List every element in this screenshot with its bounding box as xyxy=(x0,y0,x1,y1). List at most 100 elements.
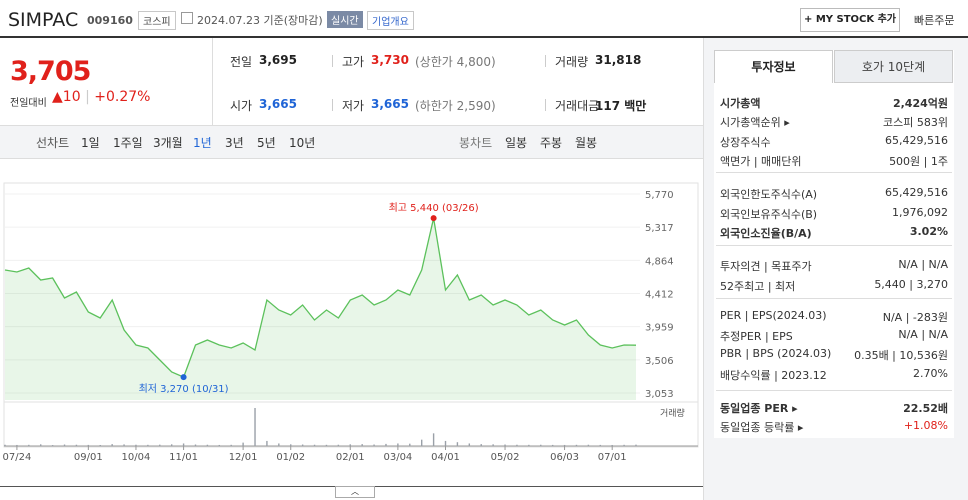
invest-value: N/A | N/A xyxy=(898,328,948,341)
group-divider xyxy=(716,172,952,173)
x-tick-label: 05/02 xyxy=(491,452,520,463)
volume-bar xyxy=(599,444,601,446)
volume-bar xyxy=(587,444,590,446)
quote-value: 3,665 xyxy=(259,97,297,111)
invest-label: PER | EPS(2024.03) xyxy=(720,309,827,322)
price: 3,705 xyxy=(10,56,91,87)
y-tick-label: 4,864 xyxy=(645,256,674,267)
invest-value: N/A | -283원 xyxy=(882,311,948,324)
invest-value: 1,976,092 xyxy=(892,206,948,219)
invest-label: 시가총액 xyxy=(720,97,761,110)
x-tick-label: 09/01 xyxy=(74,452,103,463)
volume-bar xyxy=(528,444,530,446)
x-tick-label: 02/01 xyxy=(336,452,365,463)
x-tick-label: 07/01 xyxy=(598,452,627,463)
volume-bar xyxy=(504,444,506,446)
invest-label: 투자의견 | 목표주가 xyxy=(720,260,812,273)
quote-value: 3,730 xyxy=(371,53,409,67)
overview-dropdown[interactable]: 기업개요 xyxy=(367,11,414,30)
invest-label: 액면가 | 매매단위 xyxy=(720,155,802,168)
change-value: 10 xyxy=(62,89,81,105)
invest-label: 52주최고 | 최저 xyxy=(720,280,796,293)
volume-bar xyxy=(147,444,149,446)
quote-label: 시가 xyxy=(230,99,253,113)
x-tick-label: 10/04 xyxy=(122,452,151,463)
x-tick-label: 06/03 xyxy=(550,452,579,463)
invest-value: 65,429,516 xyxy=(885,134,948,147)
price-area xyxy=(5,218,636,400)
divider xyxy=(545,99,546,111)
period-option[interactable]: 1일 xyxy=(81,136,100,150)
x-tick-label: 01/02 xyxy=(276,452,305,463)
y-tick-label: 3,506 xyxy=(645,356,674,367)
divider xyxy=(332,99,333,111)
volume-bar xyxy=(516,444,518,446)
candle-option[interactable]: 주봉 xyxy=(540,136,563,150)
period-option[interactable]: 1주일 xyxy=(113,136,143,150)
volume-bar xyxy=(409,443,411,446)
collapse-button[interactable]: ︿ xyxy=(335,486,375,498)
group-divider xyxy=(716,390,952,391)
volume-bar xyxy=(4,444,6,446)
max-point xyxy=(430,215,437,222)
period-option[interactable]: 3년 xyxy=(225,136,244,150)
candle-option[interactable]: 월봉 xyxy=(575,136,598,150)
y-tick-label: 5,317 xyxy=(645,223,674,234)
volume-bar xyxy=(111,444,113,446)
tab[interactable]: 호가 10단계 xyxy=(834,50,953,83)
mystock-button[interactable]: + MY STOCK 추가 xyxy=(800,8,900,32)
group-divider xyxy=(716,245,952,246)
divider xyxy=(545,55,546,67)
volume-bar xyxy=(313,444,316,446)
invest-label: 외국인한도주식수(A) xyxy=(720,188,818,201)
invest-value: 65,429,516 xyxy=(885,186,948,199)
period-option[interactable]: 5년 xyxy=(257,136,276,150)
tab[interactable]: 투자정보 xyxy=(714,50,833,83)
volume-bar xyxy=(206,444,209,446)
volume-bar xyxy=(444,440,447,446)
invest-label: 시가총액순위 ▸ xyxy=(720,116,790,129)
line-chart-label: 선차트 xyxy=(36,136,70,150)
volume-bar xyxy=(432,433,435,446)
volume-bar xyxy=(51,445,54,446)
volume-bar xyxy=(611,444,613,446)
volume-bar xyxy=(99,444,101,446)
period-option[interactable]: 1년 xyxy=(193,136,212,150)
period-option[interactable]: 10년 xyxy=(289,136,316,150)
x-tick-label: 07/24 xyxy=(2,452,31,463)
volume-bar xyxy=(480,444,482,446)
invest-label: 외국인소진율(B/A) xyxy=(720,227,812,240)
volume-bar xyxy=(492,444,494,446)
invest-label: 외국인보유주식수(B) xyxy=(720,208,818,221)
realtime-badge[interactable]: 실시간 xyxy=(327,11,363,28)
quote-note: (상한가 4,800) xyxy=(415,55,496,69)
x-tick-label: 04/01 xyxy=(431,452,460,463)
volume-bar xyxy=(123,444,125,446)
invest-value: +1.08% xyxy=(903,419,948,432)
volume-bar xyxy=(159,444,161,446)
quote-note: (하한가 2,590) xyxy=(415,99,496,113)
candle-option[interactable]: 일봉 xyxy=(505,136,528,150)
change-pct: +0.27% xyxy=(94,89,151,105)
volume-bar xyxy=(575,444,578,446)
volume-bar xyxy=(540,444,542,446)
x-tick-label: 11/01 xyxy=(169,452,198,463)
group-divider xyxy=(716,298,952,299)
candle-chart-label: 봉차트 xyxy=(459,136,493,150)
stock-name: SIMPAC xyxy=(8,9,79,31)
invest-label: 동일업종 PER ▸ xyxy=(720,402,798,415)
volume-bar xyxy=(28,444,30,446)
volume-bar xyxy=(563,444,566,446)
invest-value: 5,440 | 3,270 xyxy=(874,278,948,291)
invest-value: 2.70% xyxy=(913,367,948,380)
volume-bar xyxy=(373,444,375,446)
quick-order[interactable]: 빠른주문 xyxy=(914,14,955,27)
date: 2024.07.23 기준(장마감) xyxy=(197,14,323,27)
period-bar xyxy=(0,125,703,159)
volume-bar xyxy=(242,442,244,446)
quote-label: 저가 xyxy=(342,99,365,113)
period-option[interactable]: 3개월 xyxy=(153,136,183,150)
quote-label: 거래대금 xyxy=(555,99,600,113)
invest-label: 배당수익률 | 2023.12 xyxy=(720,369,827,382)
